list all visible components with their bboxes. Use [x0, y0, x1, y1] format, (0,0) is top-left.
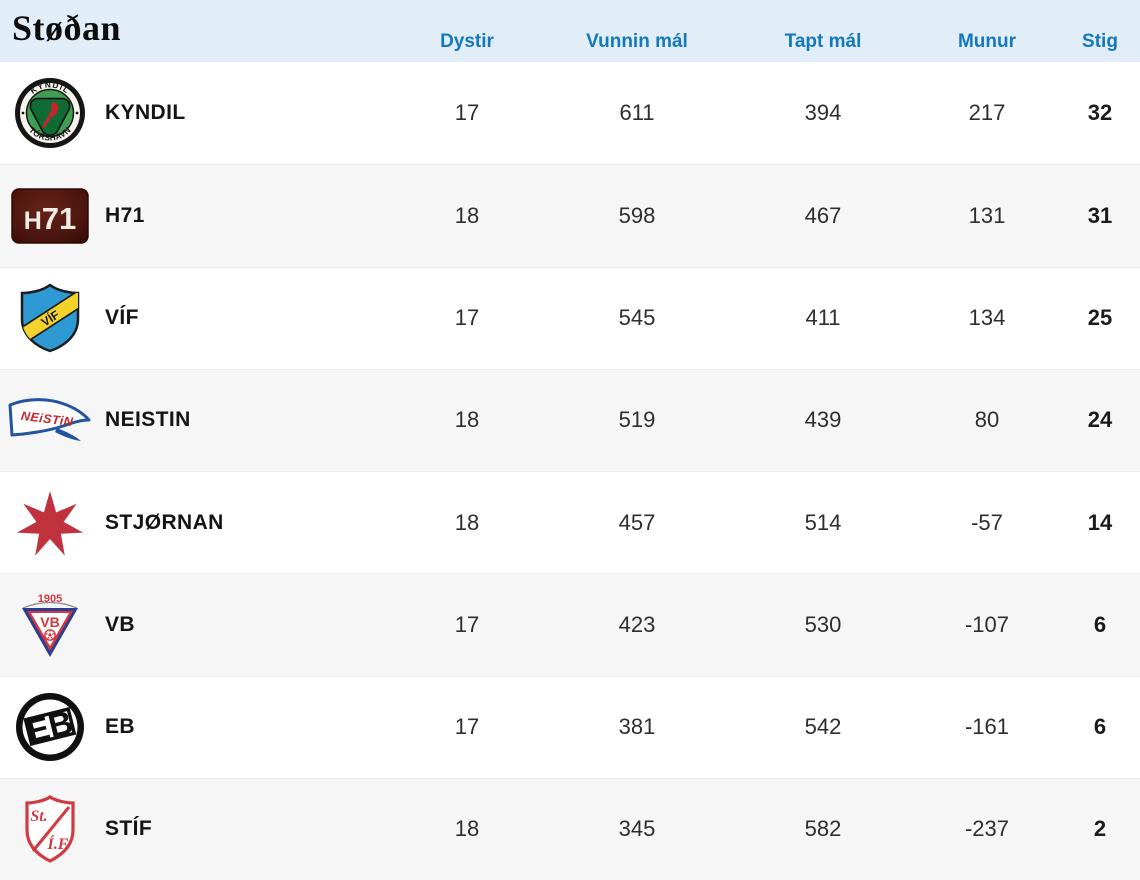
vb-crest-icon: 1905 VB	[0, 589, 100, 661]
table-row-stjornan: STJØRNAN 18 457 514 -57 14	[0, 471, 1140, 574]
tapt-mal-value: 439	[804, 407, 842, 433]
munur-value: -57	[971, 509, 1003, 535]
team-name: VB	[105, 612, 135, 636]
team-name: VÍF	[105, 306, 139, 330]
svg-text:1905: 1905	[38, 593, 62, 605]
tapt-mal-value: 394	[804, 100, 842, 126]
tapt-mal-value: 542	[804, 714, 842, 740]
munur-value: -107	[964, 611, 1010, 637]
kyndil-crest-icon: KYNDIL TÓRSHAVN	[0, 77, 100, 149]
vunnin-mal-value: 611	[619, 100, 655, 126]
team-name: STJØRNAN	[105, 510, 224, 534]
team-name: STÍF	[105, 817, 153, 841]
standings-header: Støðan Dystir Vunnin mál Tapt mál Munur …	[0, 0, 1140, 62]
stig-value: 31	[1087, 202, 1113, 228]
vunnin-mal-value: 457	[618, 509, 656, 535]
h71-crest-icon: H71	[0, 188, 100, 244]
svg-text:Í.F: Í.F	[47, 834, 69, 853]
munur-value: 80	[974, 407, 1000, 433]
tapt-mal-value: 411	[805, 305, 841, 331]
vunnin-mal-value: 598	[618, 202, 656, 228]
svg-text:VB: VB	[40, 614, 59, 630]
table-row-kyndil: KYNDIL TÓRSHAVN KYNDIL 17 611 394 217 32	[0, 62, 1140, 165]
eb-crest-icon: EB	[0, 691, 100, 763]
vunnin-mal-value: 423	[618, 611, 656, 637]
tapt-mal-value: 467	[804, 202, 842, 228]
munur-value: 217	[968, 100, 1006, 126]
stig-value: 24	[1087, 407, 1113, 433]
table-row-h71: H71 H71 18 598 467 131 31	[0, 164, 1140, 267]
tapt-mal-value: 514	[804, 509, 842, 535]
stig-value: 6	[1093, 714, 1107, 740]
column-header-munur: Munur	[957, 31, 1017, 52]
page-title: Støðan	[12, 8, 122, 48]
table-row-vif: VÍF VÍF 17 545 411 134 25	[0, 266, 1140, 369]
stig-value: 14	[1087, 509, 1113, 535]
team-name: H71	[105, 203, 145, 227]
stif-crest-icon: St. Í.F	[0, 794, 100, 864]
dystir-value: 18	[454, 202, 480, 228]
vunnin-mal-value: 345	[618, 816, 656, 842]
munur-value: -237	[964, 816, 1010, 842]
neistin-crest-icon: NEiSTiN	[0, 393, 100, 447]
team-name: NEISTIN	[105, 408, 191, 432]
stjornan-crest-icon	[0, 487, 100, 559]
standings-rows: KYNDIL TÓRSHAVN KYNDIL 17 611 394 217 32	[0, 62, 1140, 880]
dystir-value: 17	[454, 611, 480, 637]
column-header-vunnin-mal: Vunnin mál	[586, 31, 688, 52]
table-row-stif: St. Í.F STÍF 18 345 582 -237 2	[0, 777, 1140, 880]
vunnin-mal-value: 545	[618, 305, 656, 331]
vunnin-mal-value: 381	[618, 714, 656, 740]
team-name: KYNDIL	[105, 101, 186, 125]
dystir-value: 18	[454, 816, 480, 842]
vif-crest-icon: VÍF	[0, 283, 100, 353]
column-header-stig: Stig	[1082, 31, 1118, 52]
svg-text:NEiSTiN: NEiSTiN	[20, 409, 74, 429]
table-row-vb: 1905 VB VB 17 423 530 -107 6	[0, 573, 1140, 676]
svg-text:H71: H71	[24, 201, 77, 236]
dystir-value: 18	[454, 407, 480, 433]
table-row-eb: EB EB 17 381 542 -161 6	[0, 675, 1140, 778]
munur-value: -161	[964, 714, 1010, 740]
tapt-mal-value: 582	[804, 816, 842, 842]
table-row-neistin: NEiSTiN NEISTIN 18 519 439 80 24	[0, 368, 1140, 471]
dystir-value: 17	[454, 714, 480, 740]
vunnin-mal-value: 519	[618, 407, 656, 433]
dystir-value: 18	[454, 509, 480, 535]
munur-value: 131	[968, 202, 1006, 228]
stig-value: 6	[1093, 611, 1107, 637]
team-name: EB	[105, 715, 135, 739]
column-header-tapt-mal: Tapt mál	[784, 31, 862, 52]
svg-text:St.: St.	[30, 808, 47, 825]
stig-value: 2	[1093, 816, 1107, 842]
stig-value: 25	[1087, 305, 1113, 331]
dystir-value: 17	[454, 305, 480, 331]
stig-value: 32	[1087, 100, 1113, 126]
column-header-dystir: Dystir	[440, 31, 494, 52]
tapt-mal-value: 530	[804, 611, 842, 637]
munur-value: 134	[968, 305, 1006, 331]
dystir-value: 17	[454, 100, 480, 126]
